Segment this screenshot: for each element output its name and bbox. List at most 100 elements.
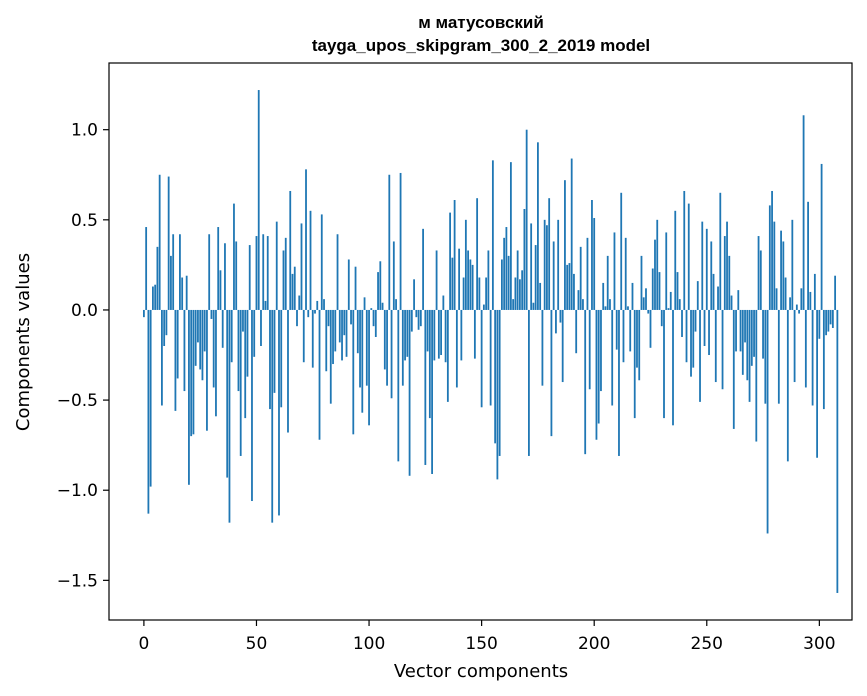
bar bbox=[163, 309, 166, 346]
bar bbox=[577, 290, 580, 310]
bar bbox=[437, 309, 440, 359]
bar bbox=[795, 304, 798, 310]
bar bbox=[314, 309, 316, 314]
bar bbox=[212, 309, 215, 388]
bar bbox=[332, 309, 334, 365]
bar bbox=[262, 234, 265, 310]
y-tick-label: 0.0 bbox=[71, 301, 98, 321]
chart-title: м матусовский bbox=[418, 13, 544, 32]
bar bbox=[365, 309, 368, 386]
bar bbox=[822, 309, 825, 410]
bar bbox=[710, 241, 713, 310]
bar bbox=[762, 309, 764, 359]
bar bbox=[485, 277, 488, 310]
bar bbox=[775, 288, 778, 310]
bar bbox=[771, 190, 773, 310]
y-tick-label: −0.5 bbox=[57, 391, 98, 411]
bar bbox=[194, 309, 197, 366]
bar bbox=[618, 309, 620, 456]
bar bbox=[269, 309, 271, 410]
bar bbox=[154, 284, 157, 310]
bar bbox=[829, 309, 832, 325]
bars-group bbox=[143, 90, 839, 593]
bar bbox=[264, 300, 267, 310]
bar bbox=[215, 309, 217, 417]
bar bbox=[575, 309, 578, 354]
bar bbox=[161, 309, 163, 406]
x-tick-label: 0 bbox=[138, 634, 149, 654]
bar bbox=[537, 142, 539, 310]
bar bbox=[559, 309, 562, 323]
bar bbox=[780, 230, 782, 310]
bar bbox=[500, 259, 503, 310]
bar bbox=[206, 309, 208, 431]
bar bbox=[397, 309, 400, 462]
bar bbox=[789, 297, 791, 310]
bar bbox=[570, 158, 573, 310]
bar bbox=[755, 309, 758, 442]
bar bbox=[300, 223, 303, 310]
bar bbox=[766, 309, 769, 534]
bar bbox=[656, 219, 659, 310]
bar bbox=[588, 309, 591, 390]
bar bbox=[595, 309, 598, 440]
bar bbox=[408, 309, 411, 476]
bar bbox=[417, 309, 420, 330]
bar bbox=[606, 255, 609, 310]
bar bbox=[773, 221, 776, 310]
bar bbox=[620, 192, 623, 310]
bar bbox=[455, 309, 458, 388]
bar bbox=[541, 309, 544, 386]
bar bbox=[816, 309, 818, 458]
bar bbox=[419, 309, 422, 327]
bar bbox=[327, 309, 330, 327]
bar bbox=[638, 309, 641, 381]
bar bbox=[703, 309, 706, 346]
bar bbox=[248, 245, 251, 310]
bar bbox=[622, 309, 625, 363]
bar bbox=[176, 309, 179, 379]
bar bbox=[818, 309, 821, 339]
bar bbox=[726, 221, 728, 310]
bar bbox=[266, 236, 269, 310]
bar bbox=[329, 309, 332, 404]
bar bbox=[311, 309, 314, 368]
bar bbox=[280, 309, 283, 408]
bar bbox=[471, 264, 474, 310]
bar bbox=[604, 306, 607, 310]
bar bbox=[685, 309, 688, 363]
bar bbox=[350, 309, 352, 325]
y-axis-label: Components values bbox=[13, 253, 34, 431]
bar bbox=[246, 309, 249, 377]
bar bbox=[530, 223, 533, 310]
bar bbox=[759, 250, 762, 310]
bar bbox=[811, 309, 814, 406]
bar bbox=[658, 272, 661, 310]
x-axis-ticks: 0 50 100 150 200 250 300 bbox=[138, 620, 836, 654]
bar bbox=[631, 282, 634, 310]
bar bbox=[392, 241, 395, 310]
bar bbox=[379, 261, 382, 310]
bar bbox=[381, 302, 384, 310]
bar bbox=[341, 309, 343, 361]
bar bbox=[185, 275, 188, 310]
bar bbox=[226, 309, 229, 478]
bar bbox=[320, 214, 323, 310]
bar bbox=[721, 309, 724, 390]
bar bbox=[149, 309, 152, 487]
bar bbox=[602, 282, 605, 310]
bar bbox=[172, 234, 175, 310]
bar bbox=[406, 309, 409, 357]
bar bbox=[615, 309, 618, 350]
bar bbox=[757, 236, 760, 310]
bar bbox=[674, 210, 677, 310]
bar bbox=[708, 309, 710, 356]
bar bbox=[786, 309, 789, 462]
bar bbox=[793, 309, 796, 383]
bar bbox=[678, 299, 681, 310]
bar bbox=[807, 201, 809, 310]
bar bbox=[640, 255, 643, 310]
bar bbox=[692, 309, 695, 368]
chart-subtitle: tayga_upos_skipgram_300_2_2019 model bbox=[312, 36, 650, 55]
bar bbox=[442, 295, 445, 310]
